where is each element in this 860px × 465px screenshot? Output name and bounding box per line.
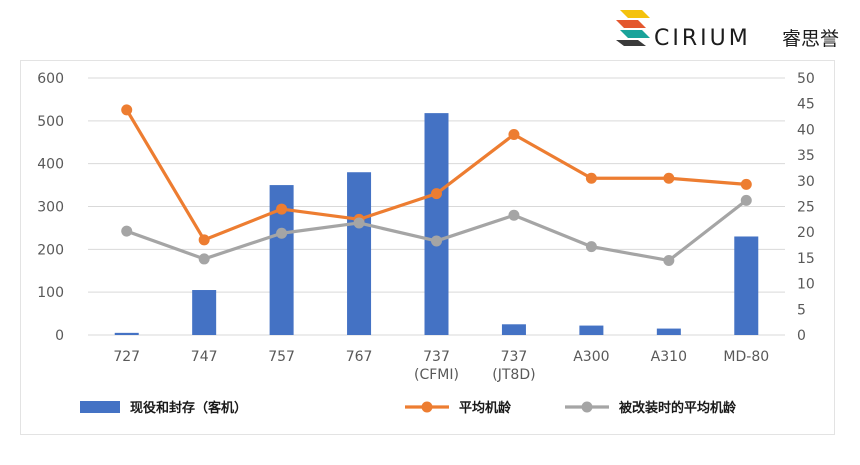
data-point bbox=[431, 188, 442, 200]
data-point bbox=[121, 104, 133, 116]
data-point bbox=[431, 235, 442, 247]
data-point bbox=[585, 241, 597, 253]
y-left-tick-label: 400 bbox=[37, 157, 64, 173]
y-right-tick-label: 10 bbox=[797, 277, 815, 293]
x-tick-label: 737 (CFMI) bbox=[414, 349, 459, 383]
y-right-tick-label: 0 bbox=[797, 328, 806, 344]
x-tick-label: A300 bbox=[573, 349, 609, 365]
bar bbox=[347, 172, 372, 335]
data-point bbox=[663, 172, 675, 184]
data-point bbox=[508, 209, 520, 221]
logo-shape-yellow bbox=[620, 10, 650, 18]
data-point bbox=[353, 217, 365, 229]
logo-shape-dark bbox=[616, 40, 646, 46]
logo-shape-red bbox=[616, 20, 646, 28]
legend-swatch-marker bbox=[581, 401, 593, 413]
legend-swatch-bar bbox=[80, 401, 120, 413]
bar bbox=[656, 328, 681, 335]
y-left-tick-label: 200 bbox=[37, 242, 64, 258]
y-left-tick-label: 0 bbox=[55, 328, 64, 344]
data-point bbox=[663, 254, 675, 266]
data-point bbox=[198, 234, 210, 246]
data-point bbox=[198, 253, 210, 265]
x-tick-label: 727 bbox=[113, 349, 140, 365]
data-point bbox=[585, 172, 597, 184]
y-right-tick-label: 35 bbox=[797, 148, 815, 164]
y-left-tick-label: 600 bbox=[37, 71, 64, 87]
y-right-tick-label: 40 bbox=[797, 122, 815, 138]
bar bbox=[424, 113, 449, 335]
data-point bbox=[508, 129, 520, 141]
x-tick-label: 747 bbox=[191, 349, 218, 365]
y-left-tick-label: 300 bbox=[37, 200, 64, 216]
data-point bbox=[276, 203, 288, 215]
logo-shape-teal bbox=[620, 30, 650, 38]
data-point bbox=[740, 178, 752, 190]
data-point bbox=[276, 227, 288, 239]
bar bbox=[192, 290, 217, 335]
x-tick-label: MD-80 bbox=[723, 349, 769, 365]
bar bbox=[501, 324, 526, 335]
x-tick-label: 767 bbox=[346, 349, 373, 365]
y-left-tick-label: 500 bbox=[37, 114, 64, 130]
y-right-tick-label: 5 bbox=[797, 302, 806, 318]
y-left-tick-label: 100 bbox=[37, 285, 64, 301]
data-point bbox=[121, 225, 133, 237]
logo-text: CIRIUM bbox=[654, 26, 751, 51]
cirium-logo: CIRIUM 睿思誉 bbox=[616, 10, 839, 51]
legend-label: 被改装时的平均机龄 bbox=[618, 400, 737, 416]
y-right-tick-label: 45 bbox=[797, 97, 815, 113]
y-right-tick-label: 25 bbox=[797, 200, 815, 216]
legend-label: 现役和封存（客机） bbox=[130, 400, 247, 416]
logo-cn-text: 睿思誉 bbox=[782, 28, 839, 50]
y-right-tick-label: 20 bbox=[797, 225, 815, 241]
y-right-tick-label: 50 bbox=[797, 71, 815, 87]
x-tick-label: 757 bbox=[268, 349, 295, 365]
data-point bbox=[740, 194, 752, 206]
y-right-tick-label: 30 bbox=[797, 174, 815, 190]
bar bbox=[114, 332, 139, 335]
chart-frame bbox=[20, 60, 835, 435]
bar bbox=[734, 236, 759, 335]
x-tick-label: A310 bbox=[651, 349, 687, 365]
bar bbox=[579, 325, 604, 335]
x-tick-label: 737 (JT8D) bbox=[492, 349, 535, 383]
legend-swatch-marker bbox=[421, 401, 433, 413]
y-right-tick-label: 15 bbox=[797, 251, 815, 267]
legend-label: 平均机龄 bbox=[459, 400, 512, 416]
